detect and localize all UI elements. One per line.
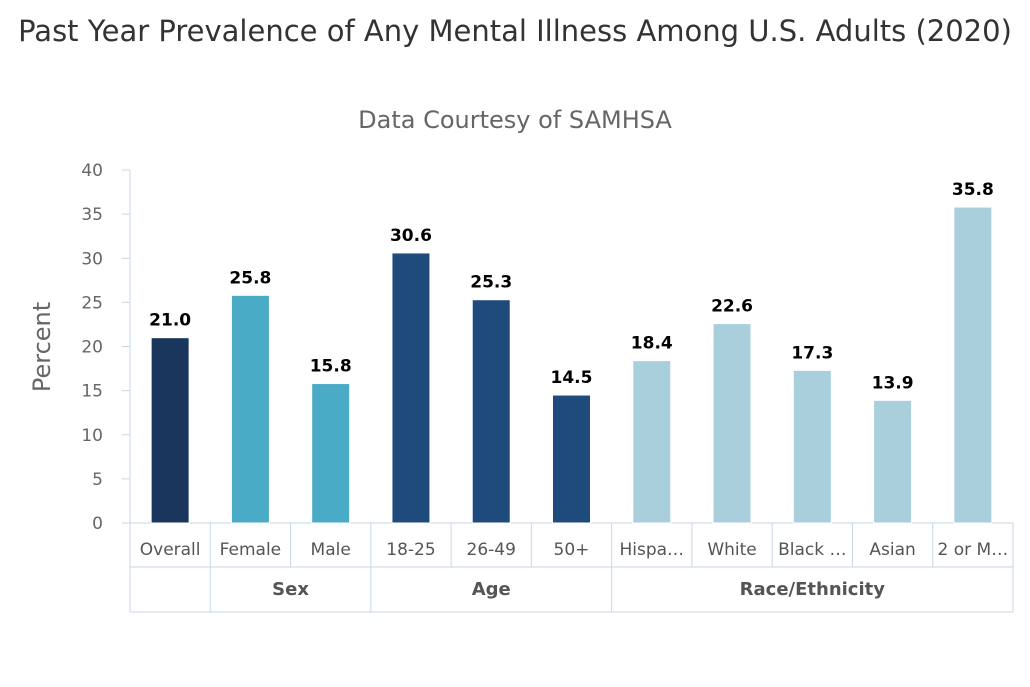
y-tick-label: 40 [81, 161, 103, 181]
bar [632, 360, 672, 524]
bar [311, 383, 351, 524]
data-label: 18.4 [631, 334, 673, 354]
chart-title: Past Year Prevalence of Any Mental Illne… [18, 14, 1012, 48]
x-tick-label: Asian [869, 540, 915, 560]
data-label: 17.3 [791, 343, 833, 363]
bar [471, 299, 511, 524]
x-tick-label: 18-25 [386, 540, 435, 560]
y-tick-label: 35 [81, 205, 103, 225]
bar [712, 323, 752, 524]
x-tick-label: Female [220, 540, 281, 560]
data-label: 22.6 [711, 297, 753, 317]
y-tick-label: 15 [81, 382, 103, 402]
group-label: Sex [272, 579, 309, 600]
data-label: 35.8 [952, 180, 994, 200]
data-label: 30.6 [390, 226, 432, 246]
data-label: 25.3 [470, 273, 512, 293]
x-tick-label: 26-49 [467, 540, 516, 560]
y-tick-label: 25 [81, 293, 103, 313]
bar [391, 252, 431, 524]
bar [230, 294, 270, 524]
x-tick-label: Male [311, 540, 351, 560]
bar [873, 399, 913, 524]
y-tick-label: 10 [81, 426, 103, 446]
data-label: 15.8 [310, 357, 352, 377]
chart-subtitle: Data Courtesy of SAMHSA [358, 106, 672, 134]
group-label: Race/Ethnicity [740, 579, 886, 600]
data-label: 21.0 [149, 311, 191, 331]
bar [792, 369, 832, 524]
x-tick-label: White [707, 540, 756, 560]
data-label: 13.9 [872, 373, 914, 393]
x-tick-label: Black … [778, 540, 846, 560]
x-tick-label: 2 or M… [938, 540, 1009, 560]
bar [953, 206, 993, 524]
data-label: 14.5 [551, 368, 593, 388]
x-tick-label: Overall [140, 540, 201, 560]
x-tick-label: Hispa… [619, 540, 684, 560]
y-axis-title: Percent [28, 302, 56, 392]
group-label: Age [472, 579, 511, 600]
y-tick-label: 5 [92, 470, 103, 490]
y-tick-label: 0 [92, 514, 103, 534]
y-tick-label: 30 [81, 249, 103, 269]
bar [150, 337, 190, 524]
y-tick-label: 20 [81, 338, 103, 358]
data-label: 25.8 [229, 268, 271, 288]
x-tick-label: 50+ [554, 540, 590, 560]
bar [552, 394, 591, 524]
